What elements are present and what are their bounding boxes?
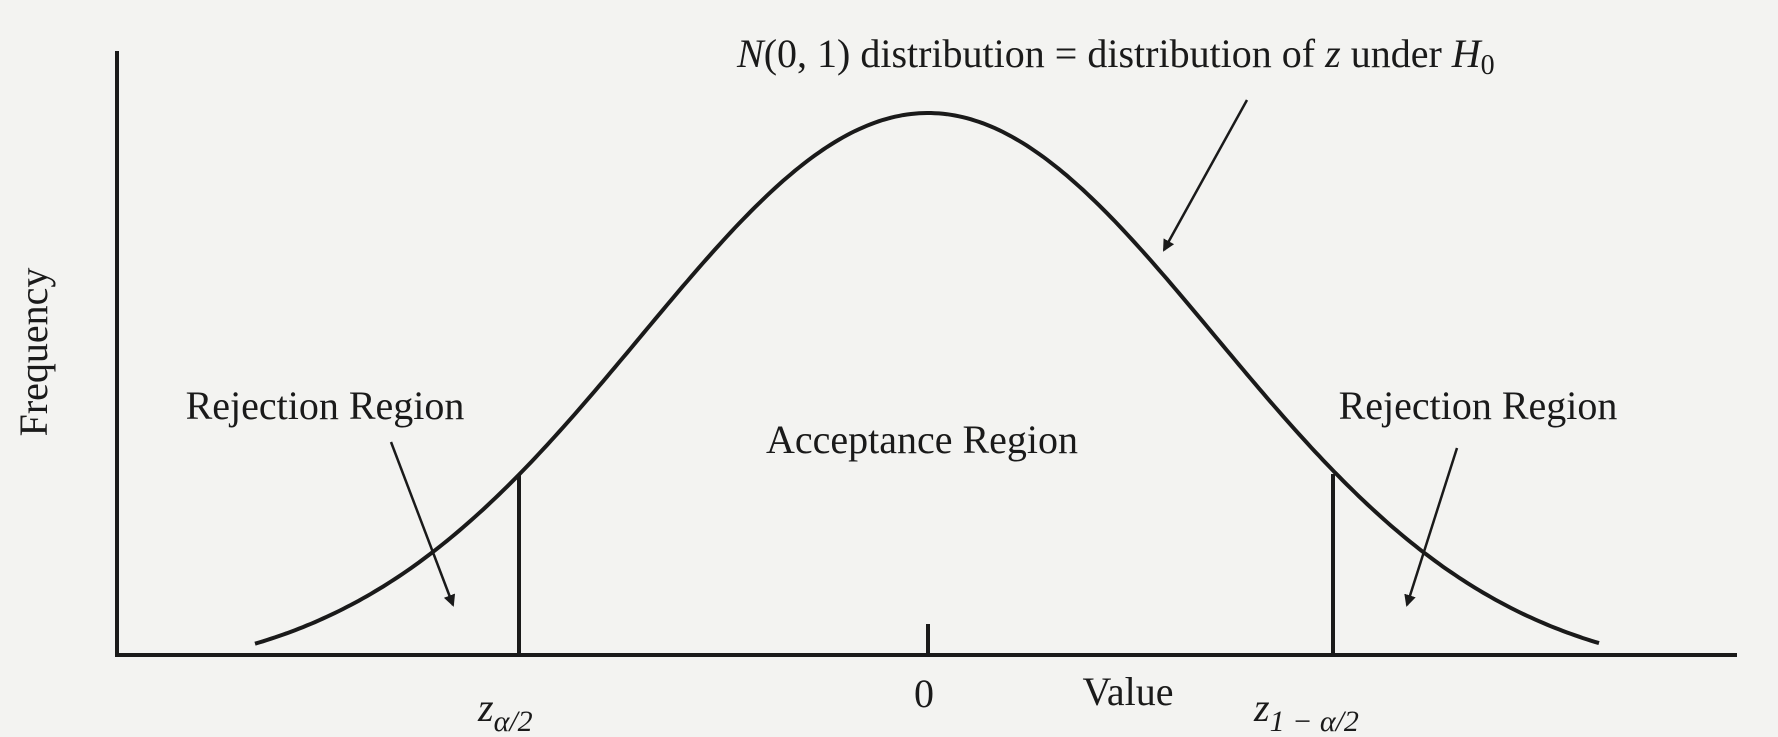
label-subscript: α/2 (494, 705, 533, 737)
label-subscript: 1 − α/2 (1270, 705, 1359, 737)
upper-critical-label: z1 − α/2 (1253, 685, 1359, 737)
label-z: z (477, 685, 494, 730)
title-n: N (736, 31, 766, 76)
title: N(0, 1) distribution = distribution of z… (736, 31, 1495, 81)
title-text: (0, 1) distribution = distribution of (764, 31, 1325, 76)
y-axis-label: Frequency (11, 268, 56, 437)
title-h: H (1451, 31, 1483, 76)
curve-arrow (1162, 99, 1249, 252)
lower-critical-label: zα/2 (477, 685, 533, 737)
title-z: z (1324, 31, 1341, 76)
normal-curve (254, 111, 1600, 646)
x-axis-label: Value (1082, 669, 1173, 714)
title-text: under (1341, 31, 1452, 76)
right-region-label: Rejection Region (1339, 383, 1618, 428)
label-z: z (1253, 685, 1270, 730)
left-region-label: Rejection Region (186, 383, 465, 428)
left-region-arrow (389, 441, 456, 607)
right-region-arrow (1404, 447, 1459, 607)
middle-region-label: Acceptance Region (766, 417, 1078, 462)
title-subscript: 0 (1481, 50, 1495, 81)
center-label: 0 (914, 671, 934, 716)
